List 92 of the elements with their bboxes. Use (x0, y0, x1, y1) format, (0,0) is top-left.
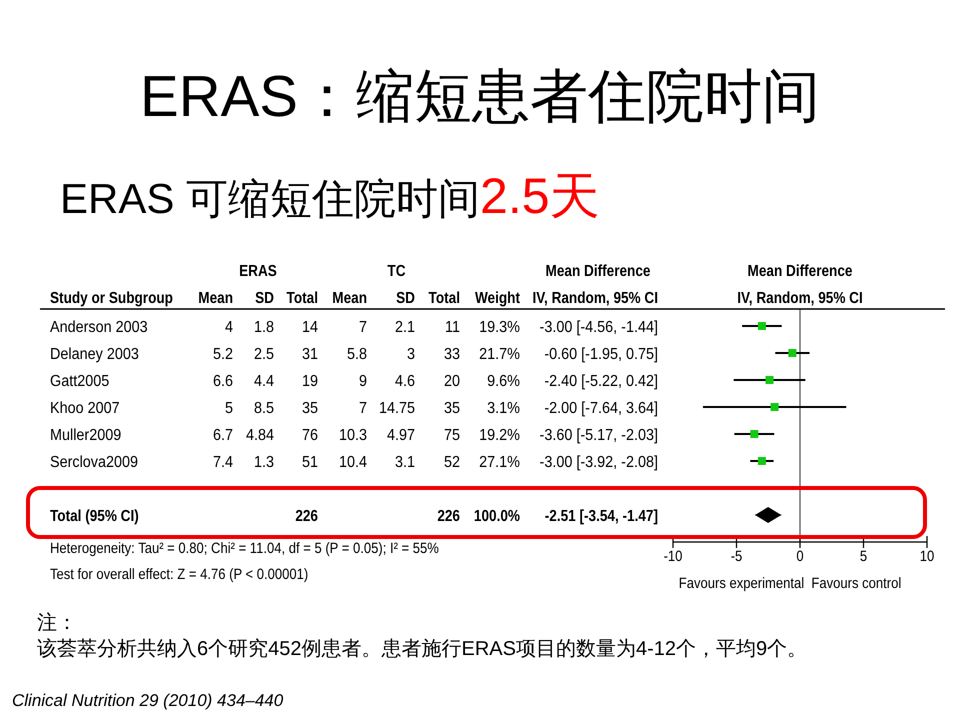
data-label: -3.00 [-4.56, -1.44] (540, 318, 658, 336)
data-label: 19 (302, 372, 318, 390)
data-label: 8.5 (254, 399, 274, 418)
data-label: 226 (295, 508, 318, 526)
data-label: 4 (224, 318, 234, 336)
category-label: Weight (474, 290, 520, 308)
category-label: SD (255, 290, 274, 308)
category-label: Khoo 2007 (50, 399, 120, 418)
data-label: 5.2 (212, 345, 233, 364)
data-label: 10.3 (338, 426, 367, 444)
text: Test for overall effect: Z = 4.76 (P < 0.00001) (50, 565, 308, 582)
data-label: 2.1 (394, 318, 415, 336)
data-label: 9 (358, 372, 367, 390)
category-label: Total (428, 290, 460, 308)
data-label: -3.60 [-5.17, -2.03] (540, 426, 658, 444)
data-label: 5.8 (346, 345, 367, 364)
data-label: 35 (444, 399, 460, 418)
point (766, 376, 774, 384)
category-label: Mean (332, 290, 367, 308)
text: Clinical Nutrition 29 (2010) 434–440 (12, 691, 284, 710)
data-label: 35 (302, 399, 318, 418)
data-label: 6.6 (212, 372, 233, 390)
text: Heterogeneity: Tau² = 0.80; Chi² = 11.04, df = 5 (P = 0.05); I² = 55% (50, 539, 439, 556)
text: Mean Difference (546, 263, 650, 280)
category-label: Muller2009 (50, 426, 122, 444)
text: ERAS (239, 263, 277, 280)
data-label: 100.0% (474, 508, 520, 526)
data-label: -2.51 [-3.54, -1.47] (544, 508, 658, 526)
data-label: 14.75 (378, 399, 415, 418)
category-label: SD (396, 290, 416, 308)
data-label: 51 (302, 453, 318, 472)
point (750, 430, 758, 438)
text: 该荟萃分析共纳入6个研究452例患者。患者施行ERAS项目的数量为4-12个，平均9个。 (37, 638, 808, 660)
data-label: 7.4 (212, 453, 234, 472)
data-label: 5 (224, 399, 233, 418)
text: 注： (37, 612, 77, 634)
chart-title: Mean Difference (748, 263, 852, 280)
data-label: 11 (445, 318, 460, 336)
data-label: 1.8 (254, 318, 274, 336)
point (758, 457, 766, 465)
category-label: Serclova2009 (50, 453, 138, 472)
text: ERAS 可缩短住院时间2.5天 (60, 168, 600, 224)
data-label: -2.00 [-7.64, 3.64] (544, 399, 658, 418)
x-tick-label: -10 (664, 547, 683, 564)
data-label: 226 (437, 508, 460, 526)
category-label: Delaney 2003 (50, 345, 139, 364)
data-label: -3.00 [-3.92, -2.08] (540, 453, 658, 472)
x-axis-title: Favours experimental Favours control (678, 574, 902, 592)
category-label: Gatt2005 (50, 372, 110, 390)
text: ERAS：缩短患者住院时间 (140, 64, 820, 129)
category-label: Anderson 2003 (50, 318, 148, 336)
data-label: 4.84 (246, 426, 274, 444)
data-label: 9.6% (487, 372, 520, 390)
data-label: 31 (302, 345, 318, 364)
x-tick-label: 10 (920, 547, 934, 564)
text: Study or Subgroup (50, 290, 173, 308)
data-label: 75 (444, 426, 460, 444)
data-label: 10.4 (338, 453, 368, 472)
category-label: Total (95% CI) (50, 508, 139, 526)
text: TC (387, 263, 406, 280)
data-label: 27.1% (479, 453, 520, 472)
data-label: 19.2% (479, 426, 520, 444)
data-label: 7 (358, 318, 367, 336)
data-label: 6.7 (212, 426, 233, 444)
data-label: 20 (444, 372, 460, 390)
x-tick-label: 5 (860, 547, 868, 564)
data-label: 4.4 (254, 372, 275, 390)
chart-subtitle: IV, Random, 95% CI (737, 290, 863, 308)
data-label: 76 (302, 426, 318, 444)
data-label: -0.60 [-1.95, 0.75] (544, 345, 658, 364)
data-label: 1.3 (254, 453, 274, 472)
data-label: 4.97 (386, 426, 415, 444)
point (788, 349, 796, 357)
data-label: 3.1 (394, 453, 415, 472)
data-label: 2.5 (254, 345, 274, 364)
data-label: 21.7% (479, 345, 520, 364)
data-label: 52 (444, 453, 460, 472)
category-label: Mean (198, 290, 233, 308)
point (758, 322, 766, 330)
data-label: 3.1% (487, 399, 520, 418)
data-label: 33 (444, 345, 460, 364)
category-label: Total (286, 290, 318, 308)
x-tick-label: -5 (730, 547, 742, 564)
point (770, 403, 779, 411)
data-label: 14 (302, 318, 318, 336)
data-label: 19.3% (479, 318, 520, 336)
category-label: IV, Random, 95% CI (532, 290, 658, 308)
data-label: -2.40 [-5.22, 0.42] (544, 372, 658, 390)
x-tick-label: 0 (796, 547, 804, 564)
data-label: 4.6 (394, 372, 415, 390)
data-label: 7 (358, 399, 367, 418)
data-label: 3 (406, 345, 415, 364)
